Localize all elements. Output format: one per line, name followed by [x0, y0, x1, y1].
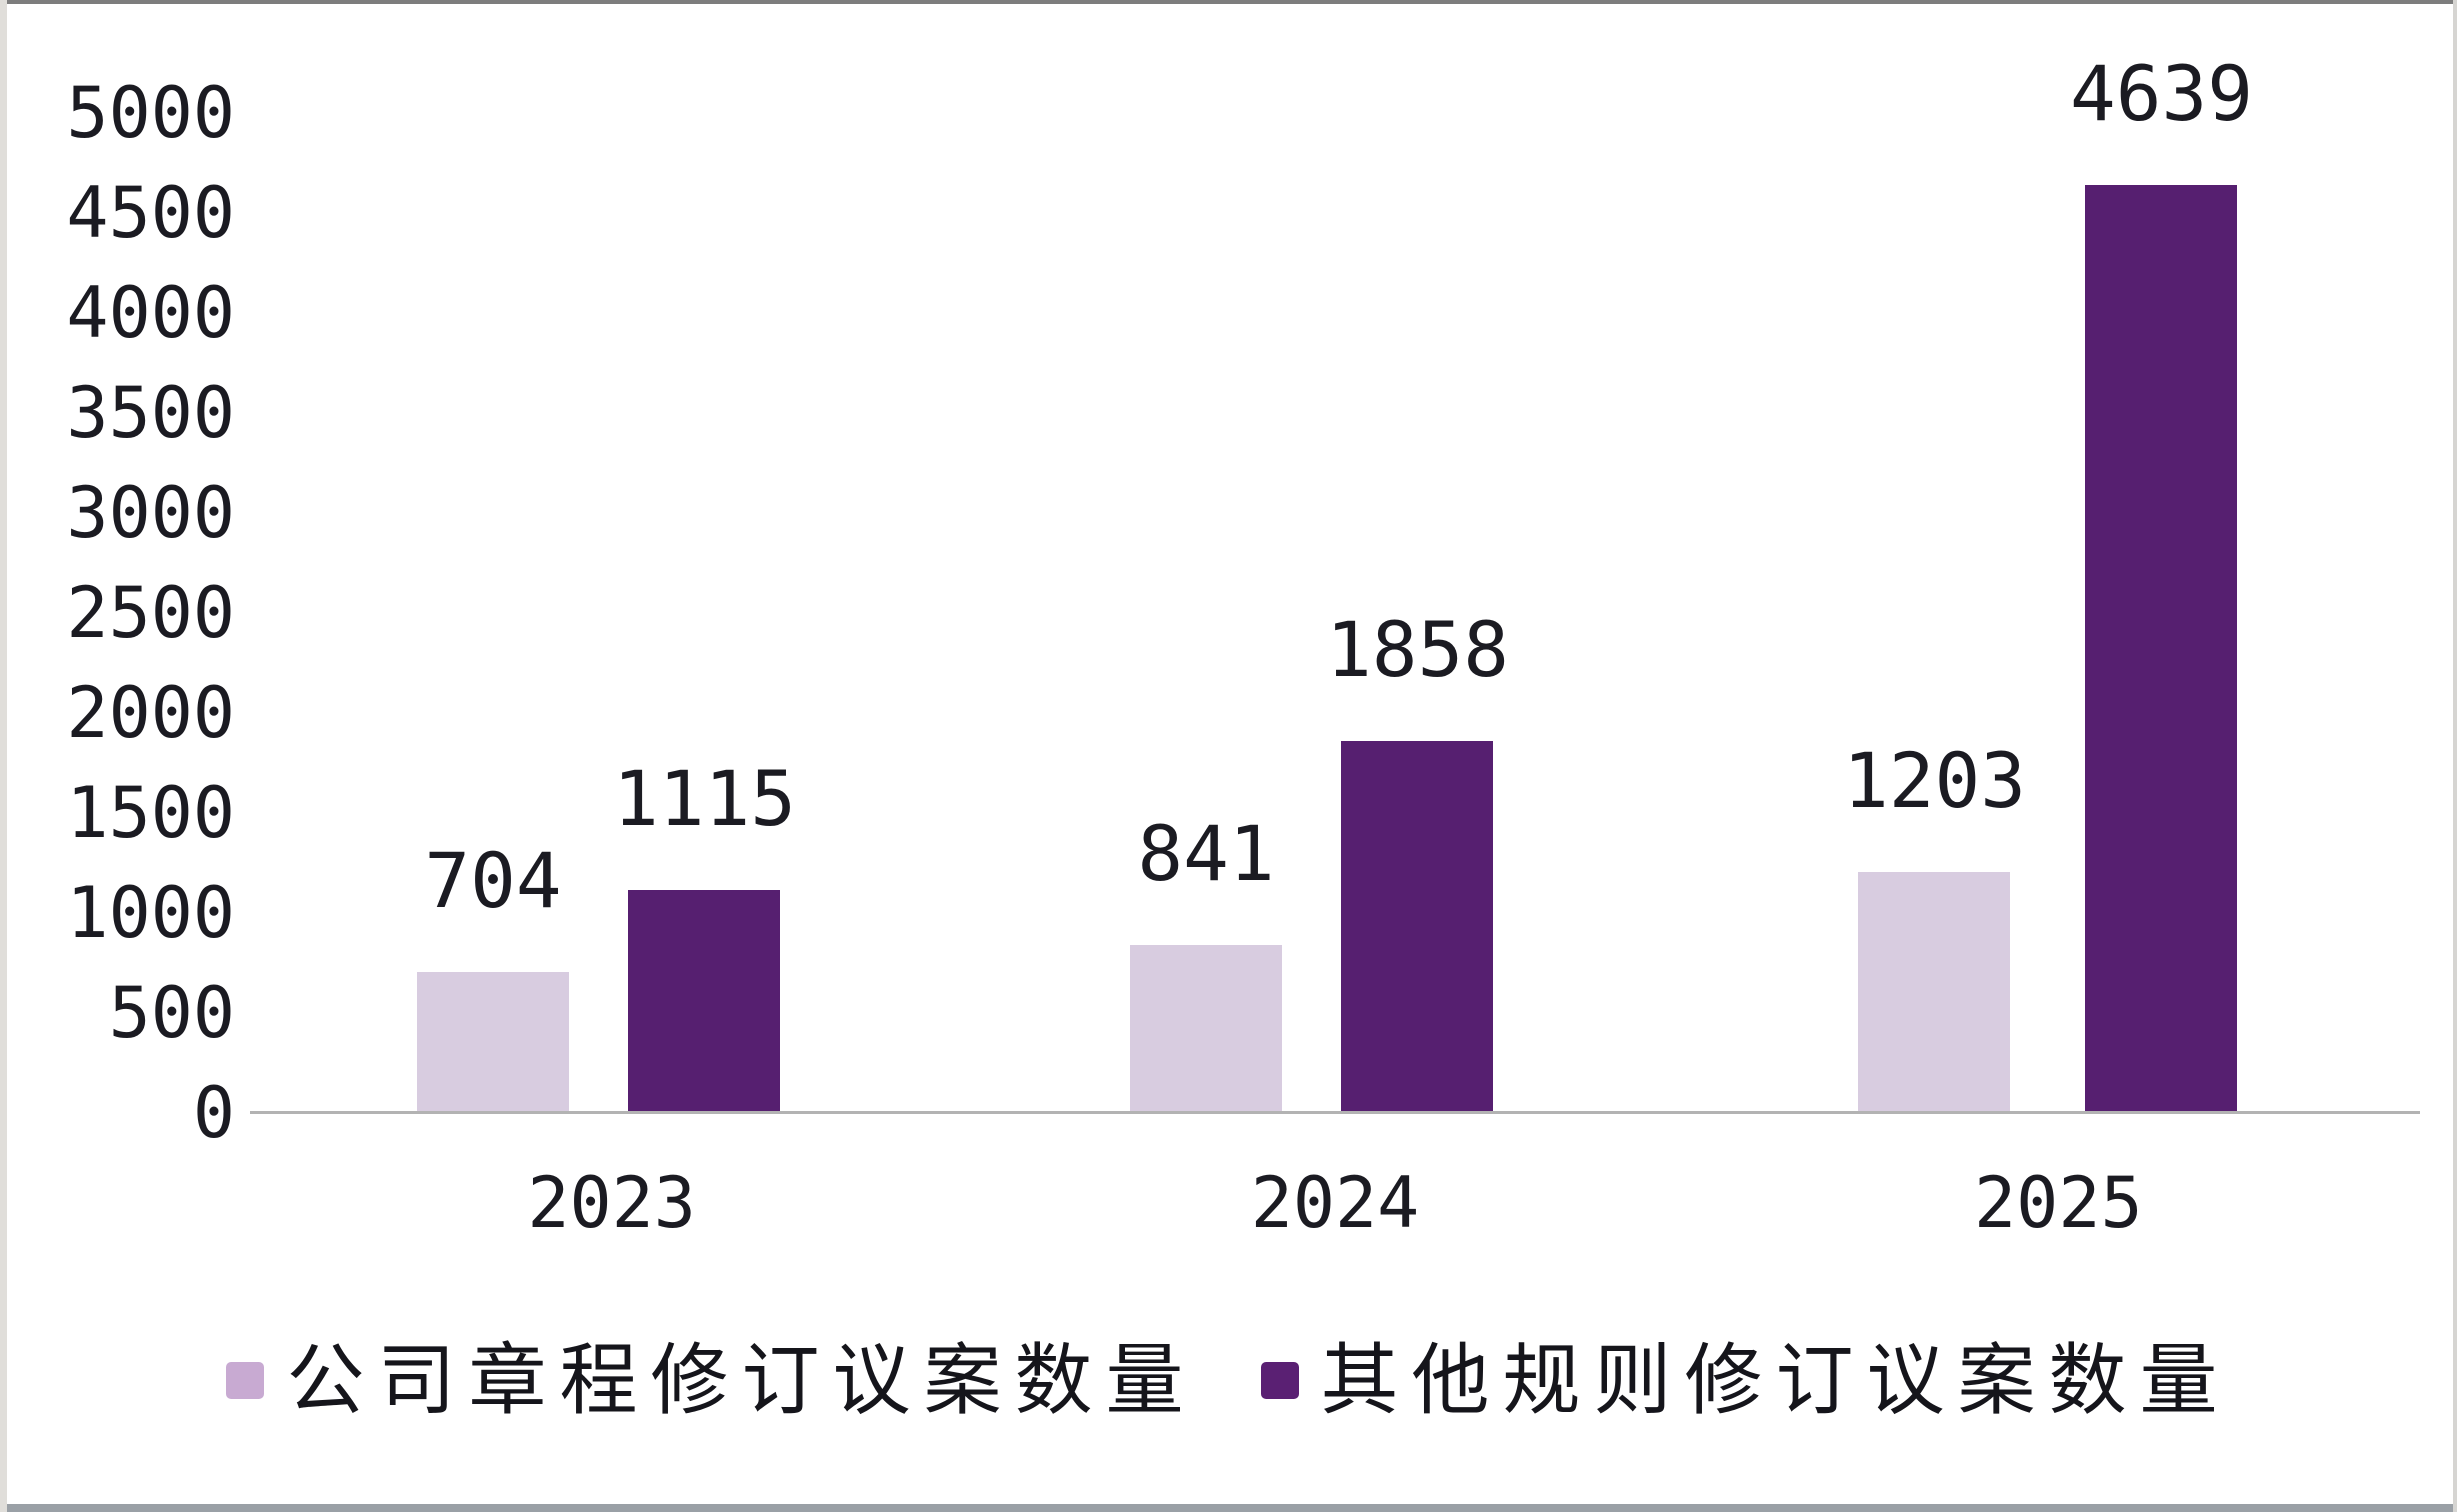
bar-column: 1115: [613, 756, 796, 1113]
bar-group-2024: 841 1858: [1129, 607, 1509, 1113]
data-label: 1115: [612, 754, 796, 843]
data-label: 4639: [2069, 49, 2253, 138]
bar-series2-2023: [628, 890, 781, 1113]
legend-swatch-icon: [226, 1361, 265, 1399]
y-tick-label: 5000: [66, 72, 235, 154]
frame-edge-left: [0, 0, 7, 1512]
y-tick-label: 1000: [66, 872, 235, 954]
x-axis-line: [250, 1111, 2420, 1114]
legend-swatch-icon: [1260, 1361, 1299, 1399]
y-tick-label: 3500: [66, 372, 235, 454]
bar-column: 4639: [2070, 51, 2253, 1113]
y-tick-label: 4000: [66, 272, 235, 354]
bar-series1-2023: [416, 972, 569, 1113]
legend: 公司章程修订议案数量 其他规则修订议案数量: [0, 1322, 2457, 1438]
bar-series1-2025: [1858, 872, 2011, 1113]
x-category-label: 2024: [1250, 1162, 1420, 1244]
frame-edge-bottom: [0, 1504, 2457, 1512]
y-axis-labels: 0 500 1000 1500 2000 2500 3000 3500 4000 4500 5000: [30, 0, 235, 1200]
x-axis-labels: 2023 2024 2025: [250, 1160, 2420, 1246]
x-category-label: 2023: [527, 1162, 696, 1244]
plot-area: 704 1115 841 1858 1203 4639: [250, 0, 2420, 1113]
data-label: 1203: [1842, 736, 2026, 825]
x-category-label: 2025: [1974, 1162, 2143, 1244]
data-label: 1858: [1325, 605, 1509, 694]
bar-group-2025: 1203 4639: [1843, 51, 2253, 1113]
y-tick-label: 1500: [66, 772, 235, 854]
bar-group-2023: 704 1115: [416, 756, 796, 1113]
y-tick-label: 0: [192, 1072, 235, 1154]
y-tick-label: 2500: [66, 572, 235, 654]
bar-column: 841: [1129, 809, 1282, 1113]
legend-label: 其他规则修订议案数量: [1320, 1336, 2231, 1424]
legend-label: 公司章程修订议案数量: [286, 1336, 1197, 1424]
frame-edge-right: [2453, 0, 2457, 1512]
bar-series2-2024: [1341, 741, 1494, 1113]
bar-series1-2024: [1129, 945, 1282, 1113]
legend-item: 其他规则修订议案数量: [1260, 1330, 2231, 1430]
data-label: 841: [1137, 809, 1275, 898]
y-tick-label: 4500: [66, 172, 235, 254]
frame-edge-top: [0, 0, 2457, 4]
bar-column: 1203: [1843, 738, 2026, 1113]
y-tick-label: 2000: [66, 672, 235, 754]
bar-series2-2025: [2085, 185, 2238, 1113]
bar-column: 704: [416, 836, 569, 1113]
data-label: 704: [424, 836, 562, 925]
y-tick-label: 3000: [66, 472, 235, 554]
legend-item: 公司章程修订议案数量: [226, 1330, 1196, 1430]
bar-column: 1858: [1326, 607, 1509, 1113]
y-tick-label: 500: [108, 972, 235, 1054]
